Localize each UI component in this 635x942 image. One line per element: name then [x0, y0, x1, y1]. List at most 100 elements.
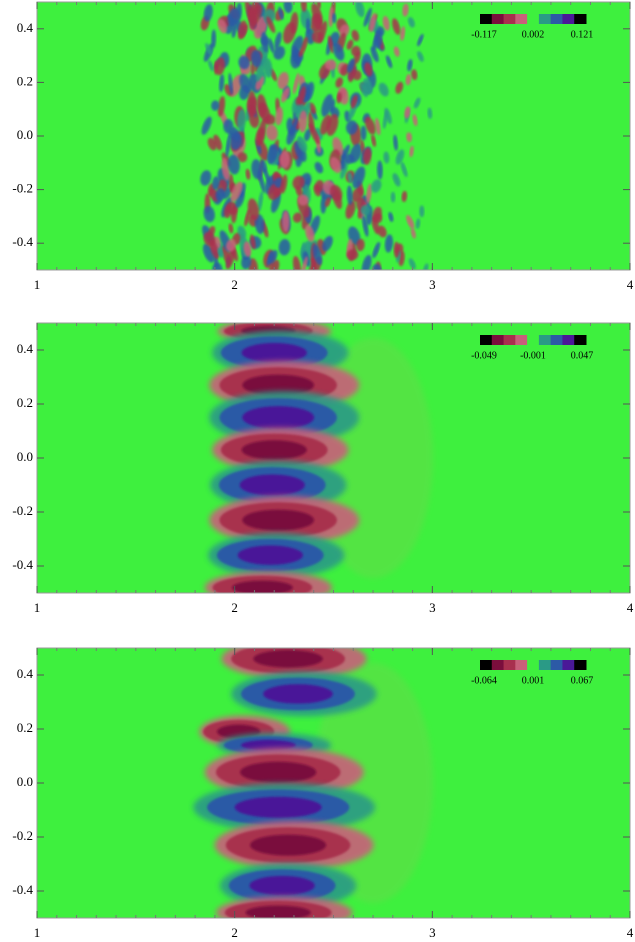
field-blob: [241, 343, 307, 363]
field-blob: [345, 200, 356, 219]
colorbar-swatch: [480, 14, 493, 24]
colorbar-swatch: [527, 335, 540, 345]
field-blob: [311, 30, 324, 44]
field-blob: [407, 59, 413, 72]
field-blob: [413, 97, 421, 109]
field-blob: [417, 51, 424, 62]
y-tick-label: 0.2: [17, 73, 33, 88]
colorbar-swatch: [562, 335, 575, 345]
field-blob: [211, 100, 220, 111]
field-blob: [419, 205, 425, 218]
field-blob: [237, 152, 248, 163]
field-blob: [277, 72, 289, 90]
field-blob: [203, 205, 215, 223]
field-blob: [372, 206, 382, 221]
field-blob: [267, 183, 281, 200]
field-blob: [393, 134, 398, 151]
field-blob: [427, 107, 433, 119]
field-blob: [328, 6, 334, 28]
colorbar-label: 0.001: [522, 675, 545, 686]
field-blob: [305, 18, 311, 35]
y-tick-label: -0.4: [12, 882, 33, 897]
field-blob: [346, 249, 359, 260]
field-blob: [226, 201, 238, 215]
field-blob: [312, 244, 323, 266]
colorbar-label: 0.067: [571, 675, 594, 686]
field-blob: [292, 255, 301, 270]
field-blob: [267, 143, 279, 165]
field-blob: [250, 834, 327, 856]
field-blob: [205, 43, 212, 55]
field-blob: [203, 4, 213, 22]
field-blob: [239, 74, 252, 94]
field-blob: [225, 247, 236, 270]
field-blob: [326, 113, 339, 136]
field-blob: [280, 174, 288, 194]
field-blob: [408, 258, 416, 270]
y-tick-label: 0.0: [17, 127, 33, 142]
field-blob: [375, 117, 381, 136]
field-blob: [314, 180, 325, 193]
field: [193, 648, 434, 918]
field-blob: [298, 36, 308, 58]
field-blob: [412, 114, 418, 127]
field-blob: [241, 255, 252, 270]
field-blob: [370, 46, 379, 63]
field-blob: [234, 796, 322, 818]
field-blob: [230, 181, 243, 202]
field-blob: [241, 739, 296, 751]
colorbar-swatch: [515, 14, 528, 24]
field-blob: [406, 215, 415, 229]
field-blob: [360, 205, 371, 216]
y-tick-label: 0.2: [17, 395, 33, 410]
colorbar-swatch: [503, 335, 516, 345]
field-blob: [278, 238, 291, 256]
field-blob: [332, 12, 337, 24]
field-blob: [226, 239, 237, 252]
field-blob: [363, 7, 372, 27]
colorbar-swatch: [538, 335, 552, 345]
field-blob: [308, 122, 320, 145]
field-blob: [382, 15, 390, 31]
field-blob: [320, 114, 332, 135]
field-blob: [237, 225, 247, 239]
field-blob: [330, 99, 335, 113]
field-blob: [242, 406, 315, 429]
field-blob: [238, 20, 247, 38]
x-tick-label: 3: [429, 277, 436, 292]
field-blob: [304, 128, 311, 142]
field-blob: [305, 224, 315, 242]
field-blob: [242, 374, 315, 396]
field-blob: [255, 58, 266, 82]
field: [200, 2, 433, 270]
field-blob: [201, 116, 212, 135]
y-tick-label: -0.2: [12, 503, 33, 518]
field-blob: [217, 247, 224, 258]
colorbar-swatch: [550, 14, 563, 24]
field-blob: [372, 241, 381, 258]
field-blob: [268, 250, 278, 264]
field-blob: [378, 82, 389, 97]
field-blob: [355, 2, 365, 18]
field-blob: [356, 238, 365, 252]
colorbar-swatch: [550, 335, 563, 345]
field-blob: [290, 116, 299, 137]
field-blob: [395, 149, 405, 165]
field-blob: [411, 69, 418, 81]
field-blob: [231, 25, 237, 38]
field-blob: [405, 73, 412, 86]
field-blob: [245, 905, 311, 918]
field-blob: [388, 211, 394, 222]
field-blob: [274, 32, 282, 50]
plot-panel: 1 2 3 4 -0.4 -0.2 0.0 0.2 0.4 -0.117 0.002 0.121: [12, 1, 634, 292]
field-blob: [208, 60, 214, 72]
field-blob: [395, 81, 404, 94]
field-blob: [297, 194, 309, 206]
field-blob: [324, 197, 331, 208]
field-blob: [322, 235, 333, 252]
field-blob: [212, 176, 220, 190]
field-blob: [333, 43, 345, 61]
field-blob: [371, 134, 377, 147]
field-blob: [268, 37, 275, 54]
